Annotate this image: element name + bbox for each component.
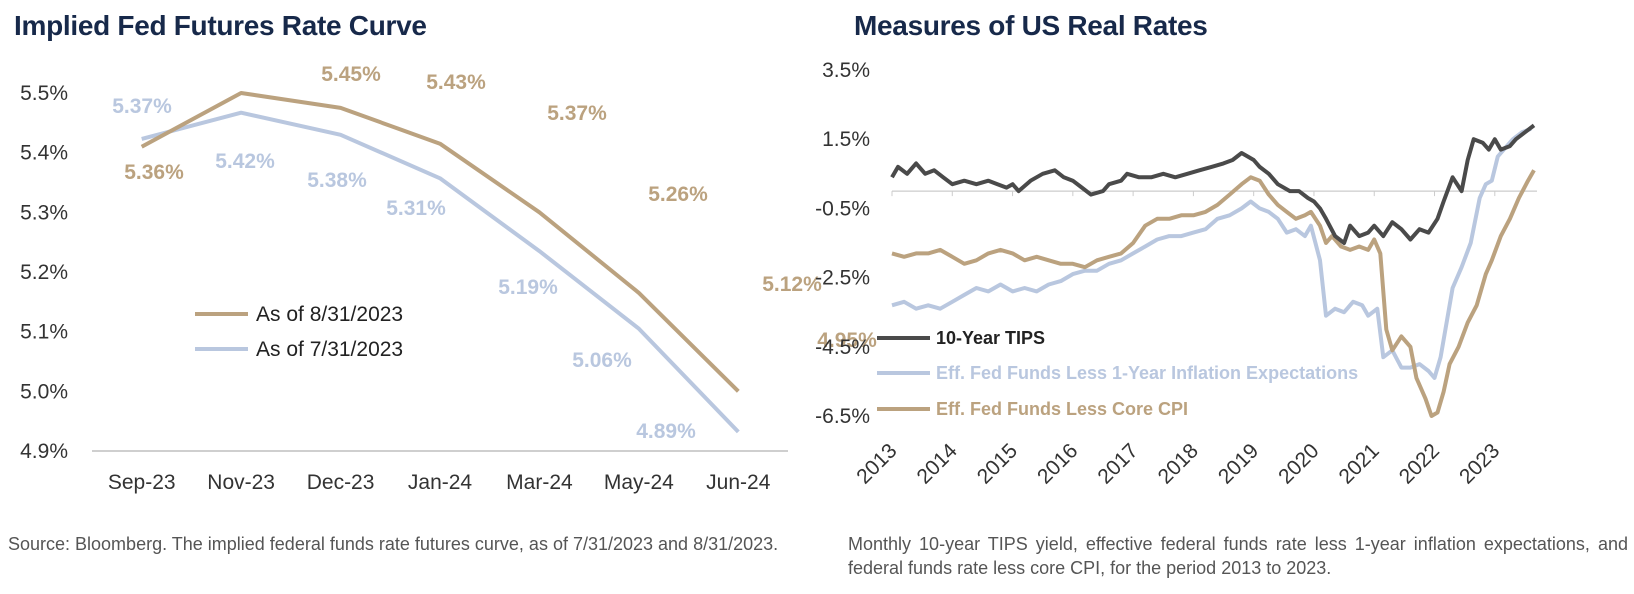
y-tick-label: 5.0% (20, 380, 68, 403)
data-label-aug: 5.12% (762, 273, 822, 296)
legend-label: As of 8/31/2023 (256, 303, 403, 326)
x-tick-label: 2016 (1033, 439, 1082, 488)
series-line-10y-tips (890, 123, 1536, 245)
series-line-ff-less-infl-exp (891, 126, 1532, 380)
y-tick-label: -4.5% (815, 336, 870, 359)
data-label-jul: 5.37% (112, 95, 172, 118)
y-tick-label: 3.5% (822, 59, 870, 82)
x-tick-label: Sep-23 (108, 471, 176, 494)
y-tick-label: 5.5% (20, 82, 68, 105)
legend-label: Eff. Fed Funds Less 1-Year Inflation Exp… (936, 363, 1358, 383)
x-tick-label: 2014 (913, 439, 963, 489)
series-line-jul (141, 110, 740, 434)
y-tick-label: 1.5% (822, 128, 870, 151)
fed-futures-chart-panel: Implied Fed Futures Rate Curve 5.5% 5.4% 5… (8, 10, 877, 554)
data-label-jul: 5.38% (307, 169, 367, 192)
legend-label: 10-Year TIPS (936, 328, 1045, 348)
chart-title-fed-futures: Implied Fed Futures Rate Curve (14, 10, 427, 41)
series-line-aug (140, 91, 740, 393)
chart-title-real-rates: Measures of US Real Rates (854, 10, 1208, 41)
data-label-aug: 5.26% (648, 183, 708, 206)
series-line-ff-less-core-cpi (891, 169, 1536, 418)
x-tick-label: Jan-24 (408, 471, 473, 494)
y-tick-label: 5.1% (20, 321, 68, 344)
legend-label: As of 7/31/2023 (256, 338, 403, 361)
y-tick-label: 5.3% (20, 201, 68, 224)
x-tick-label: 2017 (1093, 439, 1142, 488)
x-tick-label: 2019 (1214, 439, 1263, 488)
y-tick-label: -0.5% (815, 197, 870, 220)
data-label-aug: 5.45% (321, 63, 381, 86)
data-label-aug: 5.37% (547, 102, 607, 125)
data-label-jul: 5.06% (572, 349, 632, 372)
x-tick-label: Jun-24 (706, 471, 771, 494)
data-label-aug: 4.95% (817, 329, 877, 352)
x-tick-label: 2015 (973, 439, 1022, 488)
x-tick-label: 2022 (1395, 439, 1444, 488)
y-tick-label: 5.4% (20, 142, 68, 165)
x-tick-label: Nov-23 (207, 471, 275, 494)
x-tick-label: 2020 (1274, 439, 1323, 488)
data-label-jul: 5.31% (386, 197, 446, 220)
x-tick-label: Dec-23 (307, 471, 375, 494)
x-tick-label: 2013 (852, 439, 901, 488)
data-label-aug: 5.36% (124, 161, 184, 184)
data-label-aug: 5.43% (426, 71, 486, 94)
y-tick-label: 5.2% (20, 261, 68, 284)
legend-label: Eff. Fed Funds Less Core CPI (936, 399, 1188, 419)
x-tick-label: 2023 (1455, 439, 1504, 488)
y-tick-label: -6.5% (815, 405, 870, 428)
source-note-real-rates: Monthly 10-year TIPS yield, effective fe… (848, 534, 1628, 578)
x-tick-label: May-24 (604, 471, 674, 494)
y-tick-label: 4.9% (20, 440, 68, 463)
fed-futures-chart: 5.5% 5.4% 5.3% 5.2% 5.1% 5.0% 4.9% Sep-23 Nov-23… (20, 63, 877, 494)
data-label-jul: 4.89% (636, 420, 696, 443)
x-tick-label: Mar-24 (506, 471, 573, 494)
x-tick-label: 2018 (1154, 439, 1203, 488)
data-label-jul: 5.19% (498, 276, 558, 299)
data-label-jul: 5.42% (215, 150, 275, 173)
y-tick-label: -2.5% (815, 267, 870, 290)
x-tick-label: 2021 (1334, 439, 1383, 488)
real-rates-chart-panel: Measures of US Real Rates 3.5% 1.5% -0.5% -… (815, 0, 1634, 594)
real-rates-chart: 3.5% 1.5% -0.5% -2.5% -4.5% -6.5% 2013 2014 2015… (815, 59, 1537, 489)
source-note-fed-futures: Source: Bloomberg. The implied federal f… (8, 534, 779, 554)
